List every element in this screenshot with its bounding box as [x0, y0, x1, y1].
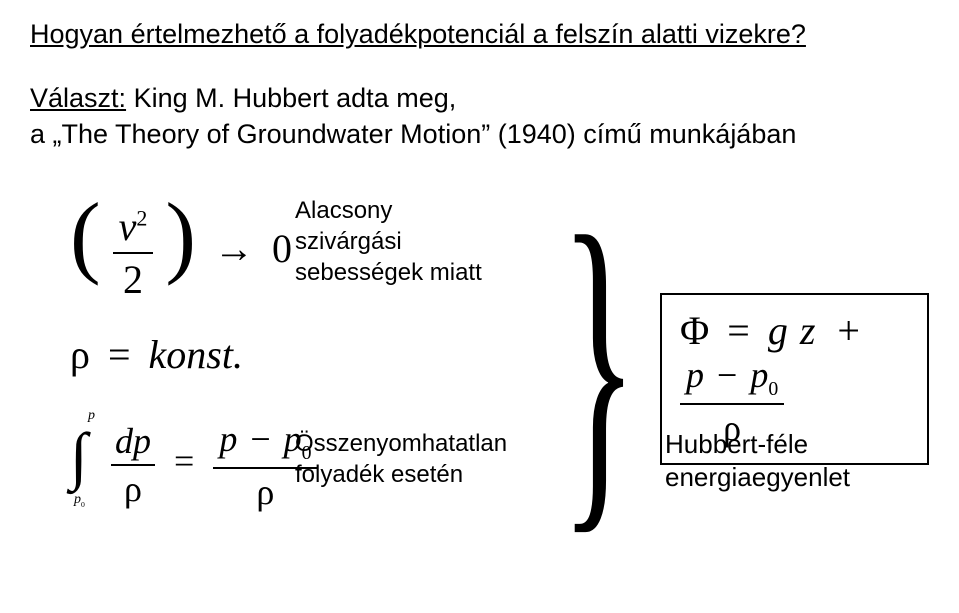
- formula-area: ( v2 2 ) → 0 Alacsony szivárgási sebessé…: [30, 193, 929, 553]
- eq3-int: ∫: [70, 440, 88, 472]
- eq1-num-var: v: [119, 204, 137, 249]
- eq2-eq: =: [108, 332, 131, 377]
- eq3-dp: dp: [111, 420, 155, 464]
- eq3-lower-p: p: [74, 492, 81, 507]
- eq3-lower-0: 0: [81, 500, 85, 509]
- box-p0-0: 0: [768, 378, 778, 400]
- box-phi: Φ: [680, 308, 709, 353]
- eq1-arrow: →: [214, 226, 254, 271]
- desc3-l1: Összenyomhatatlan: [295, 430, 507, 457]
- box-eq: =: [727, 308, 750, 353]
- box-minus: −: [717, 355, 737, 395]
- eq3-upper: p: [88, 408, 95, 424]
- eq1-den: 2: [113, 252, 154, 303]
- eq1-num-exp: 2: [136, 205, 147, 230]
- eq-integral: p ∫ p0 dp ρ = p − p0 ρ: [70, 418, 318, 513]
- answer-block: Választ: King M. Hubbert adta meg, a „Th…: [30, 80, 929, 153]
- eq3-minus: −: [250, 419, 270, 459]
- eq2-konst: konst.: [149, 332, 243, 377]
- desc1-l3: sebességek miatt: [295, 259, 482, 286]
- box-z: z: [800, 308, 816, 353]
- box-p0p: p: [750, 355, 768, 395]
- right-paren: ): [165, 184, 196, 286]
- answer-who: King M. Hubbert adta meg,: [134, 83, 457, 113]
- desc1-l1: Alacsony: [295, 197, 392, 224]
- desc-incompressible: Összenyomhatatlan folyadék esetén: [295, 428, 507, 490]
- eq-rho-const: ρ = konst.: [70, 331, 243, 378]
- eq-kinetic-term: ( v2 2 ) → 0: [70, 203, 292, 303]
- eq3-rho1: ρ: [111, 464, 155, 510]
- result-label: Hubbert-féle energiaegyenlet: [665, 428, 850, 496]
- desc1-l2: szivárgási: [295, 228, 402, 255]
- big-brace: }: [560, 183, 638, 543]
- box-g: g: [768, 308, 788, 353]
- result-l1: Hubbert-féle: [665, 429, 808, 459]
- page-title: Hogyan értelmezhető a folyadékpotenciál …: [30, 18, 929, 52]
- desc3-l2: folyadék esetén: [295, 461, 463, 488]
- result-l2: energiaegyenlet: [665, 462, 850, 492]
- answer-prefix: Választ:: [30, 83, 126, 113]
- eq3-p: p: [219, 419, 237, 459]
- box-plus: +: [837, 308, 860, 353]
- desc-kinetic: Alacsony szivárgási sebességek miatt: [295, 195, 482, 289]
- answer-line2: a „The Theory of Groundwater Motion” (19…: [30, 119, 796, 149]
- eq1-zero: 0: [272, 226, 292, 271]
- left-paren: (: [70, 184, 101, 286]
- eq3-eq: =: [174, 441, 194, 481]
- eq2-rho: ρ: [70, 332, 90, 377]
- box-p: p: [686, 355, 704, 395]
